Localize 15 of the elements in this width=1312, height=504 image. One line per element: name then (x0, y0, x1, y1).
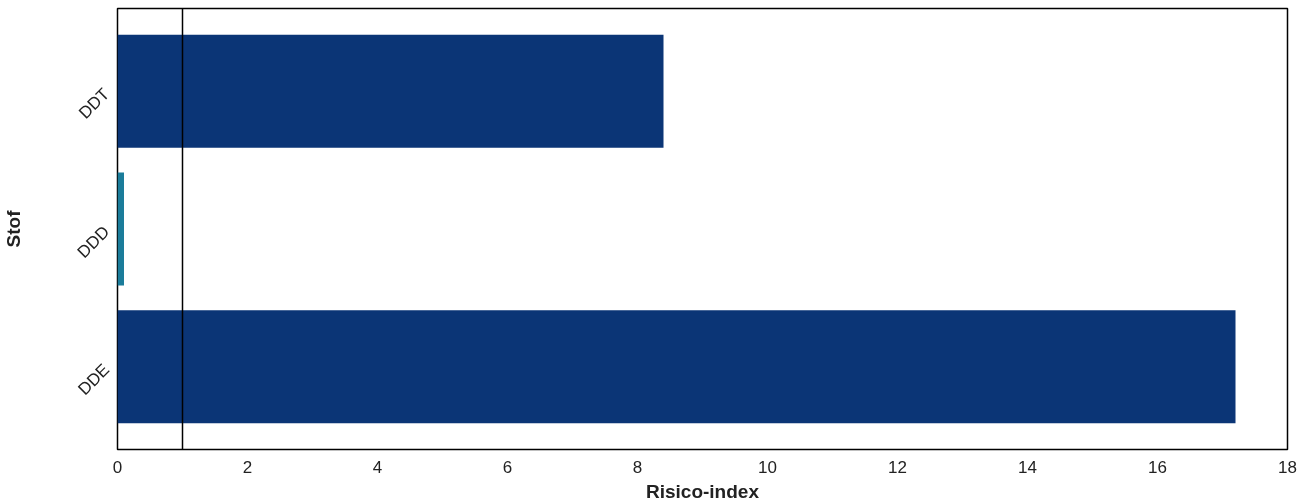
x-tick-label: 14 (1018, 457, 1037, 477)
x-tick-label: 2 (242, 457, 253, 477)
x-tick-label: 12 (888, 457, 907, 477)
x-tick-label: 8 (632, 457, 643, 477)
x-tick-label: 4 (372, 457, 383, 477)
x-tick-label: 0 (112, 457, 123, 477)
x-tick-label: 16 (1148, 457, 1167, 477)
bar (117, 34, 664, 148)
bar (117, 172, 124, 286)
x-tick-label: 10 (758, 457, 777, 477)
x-axis-title: Risico-index (646, 480, 760, 502)
y-axis-title: Stof (3, 209, 25, 248)
x-tick-label: 6 (502, 457, 513, 477)
x-tick-label: 18 (1278, 457, 1297, 477)
bar (117, 310, 1236, 424)
